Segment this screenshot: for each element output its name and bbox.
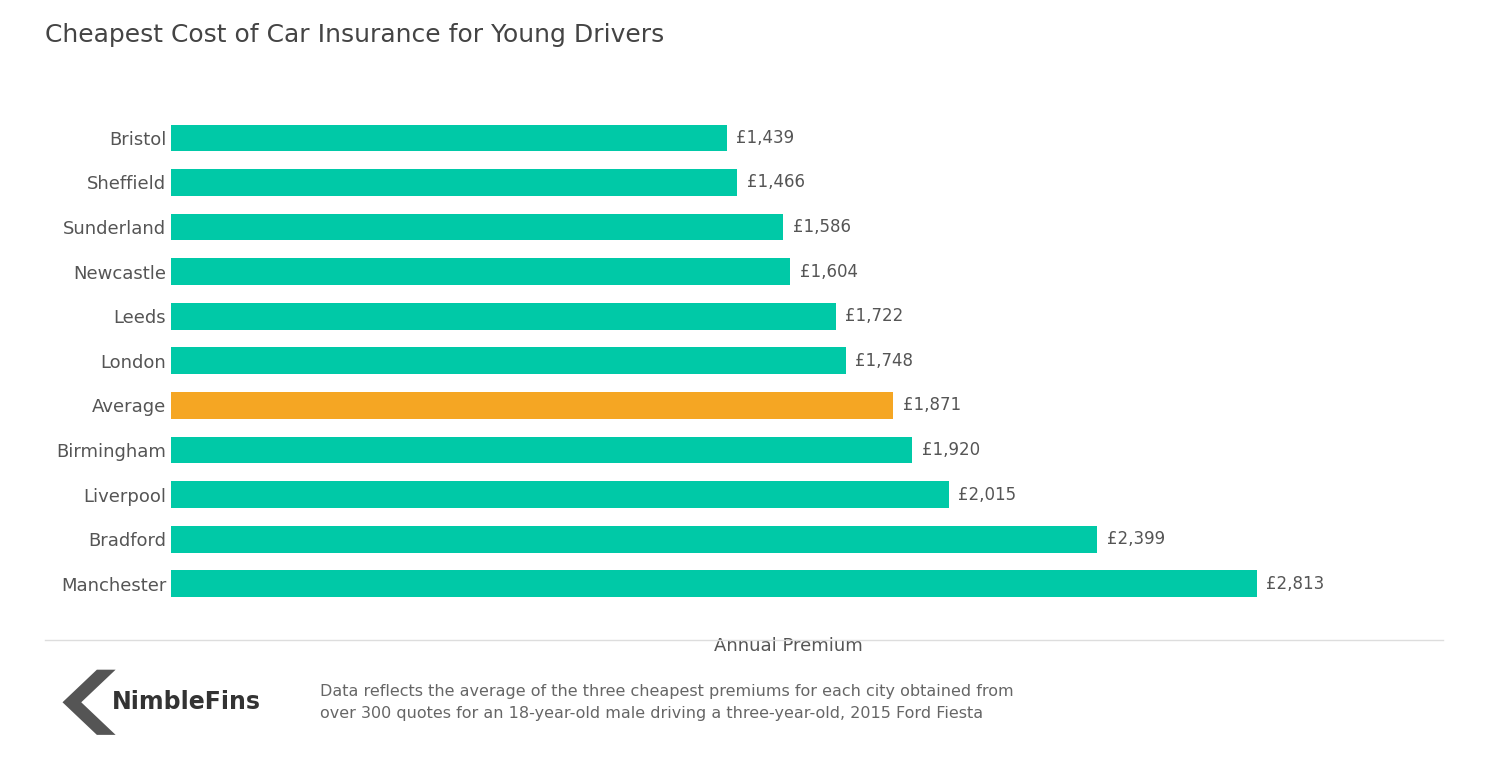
Text: £1,439: £1,439 bbox=[737, 129, 795, 147]
Bar bbox=[171, 124, 726, 151]
Text: £1,920: £1,920 bbox=[921, 441, 981, 459]
Text: £1,466: £1,466 bbox=[747, 174, 805, 192]
Text: £1,748: £1,748 bbox=[856, 352, 914, 370]
Text: £2,015: £2,015 bbox=[958, 486, 1016, 504]
Bar bbox=[171, 570, 1257, 598]
Text: Data reflects the average of the three cheapest premiums for each city obtained : Data reflects the average of the three c… bbox=[320, 684, 1013, 721]
Bar bbox=[171, 392, 893, 419]
Text: Cheapest Cost of Car Insurance for Young Drivers: Cheapest Cost of Car Insurance for Young… bbox=[45, 23, 664, 47]
Bar bbox=[171, 213, 783, 241]
Bar bbox=[171, 303, 836, 330]
Text: NimbleFins: NimbleFins bbox=[112, 691, 260, 714]
Bar bbox=[171, 526, 1097, 553]
Bar bbox=[171, 481, 949, 508]
Bar bbox=[171, 348, 845, 374]
Bar bbox=[171, 169, 737, 196]
Text: £1,871: £1,871 bbox=[903, 397, 961, 414]
Text: £2,813: £2,813 bbox=[1266, 575, 1324, 593]
Text: £1,722: £1,722 bbox=[845, 307, 903, 325]
X-axis label: Annual Premium: Annual Premium bbox=[714, 637, 863, 656]
Bar bbox=[171, 437, 912, 463]
Bar bbox=[171, 258, 790, 285]
Text: £1,586: £1,586 bbox=[793, 218, 851, 236]
Text: £1,604: £1,604 bbox=[801, 262, 859, 281]
Text: £2,399: £2,399 bbox=[1107, 530, 1165, 548]
